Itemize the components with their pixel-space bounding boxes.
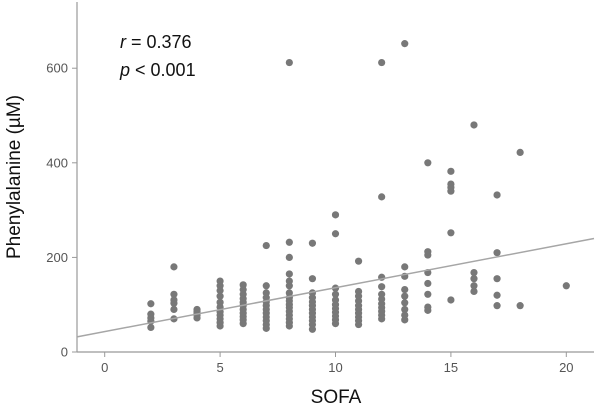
data-point — [401, 311, 409, 319]
data-point — [424, 159, 432, 167]
data-point — [470, 121, 478, 129]
data-point — [354, 257, 363, 265]
data-point — [262, 282, 270, 290]
data-point — [285, 238, 293, 246]
data-point — [285, 277, 293, 285]
data-point — [401, 292, 409, 300]
data-point — [424, 290, 432, 298]
data-point — [262, 289, 270, 297]
r-annotation: r = 0.376 — [120, 32, 192, 52]
data-point — [193, 305, 201, 314]
regression-line — [76, 237, 595, 338]
r-symbol: r — [120, 32, 127, 52]
data-point — [493, 275, 501, 283]
data-point — [147, 323, 155, 332]
data-point — [308, 275, 317, 283]
data-point — [262, 241, 270, 250]
data-point — [216, 292, 224, 300]
data-point — [424, 248, 432, 256]
y-axis-title: Phenylalanine (µM) — [4, 95, 25, 259]
data-point — [401, 263, 409, 271]
data-points — [147, 40, 570, 333]
data-point — [493, 249, 501, 257]
data-point — [470, 268, 478, 277]
x-axis-title: SOFA — [311, 387, 362, 408]
data-point — [147, 310, 155, 318]
y-tick-label: 200 — [46, 250, 68, 265]
data-point — [401, 305, 409, 314]
y-tick-label: 0 — [61, 345, 68, 360]
data-point — [239, 281, 247, 289]
data-point — [331, 211, 340, 219]
data-point — [378, 283, 386, 291]
data-point — [378, 58, 386, 67]
data-point — [331, 230, 340, 238]
data-point — [401, 299, 409, 307]
data-point — [447, 167, 455, 175]
data-point — [354, 287, 363, 296]
data-point — [470, 282, 478, 290]
data-point — [170, 296, 178, 304]
x-tick-label: 20 — [559, 360, 573, 375]
data-point — [378, 193, 386, 201]
data-point — [493, 191, 501, 199]
data-point — [308, 239, 317, 247]
data-point — [378, 290, 386, 298]
data-point — [170, 290, 178, 298]
data-point — [493, 302, 501, 310]
data-point — [285, 253, 293, 262]
data-point — [516, 302, 524, 310]
data-point — [424, 303, 432, 311]
data-point — [447, 180, 455, 188]
data-point — [447, 296, 455, 304]
data-point — [516, 148, 524, 157]
p-annotation: p < 0.001 — [119, 60, 196, 80]
r-value: = 0.376 — [126, 32, 192, 52]
data-point — [147, 300, 155, 308]
data-point — [331, 290, 340, 298]
data-point — [493, 291, 501, 299]
data-point — [401, 40, 409, 48]
data-point — [401, 285, 409, 294]
data-point — [285, 58, 293, 67]
x-tick-label: 15 — [444, 360, 458, 375]
data-point — [331, 296, 340, 304]
data-point — [285, 270, 293, 278]
data-point — [470, 287, 478, 296]
data-point — [170, 263, 178, 271]
data-point — [170, 305, 178, 314]
data-point — [470, 275, 478, 283]
x-tick-label: 0 — [101, 360, 108, 375]
data-point — [447, 229, 455, 237]
fit-line-group — [76, 237, 595, 338]
y-tick-label: 600 — [46, 61, 68, 76]
data-point — [562, 282, 570, 290]
data-point — [424, 279, 432, 288]
data-point — [216, 277, 224, 285]
y-tick-label: 400 — [46, 155, 68, 170]
data-point — [216, 298, 224, 306]
p-value: < 0.001 — [130, 60, 196, 80]
x-tick-label: 5 — [216, 360, 223, 375]
p-symbol: p — [119, 60, 130, 80]
x-tick-label: 10 — [328, 360, 342, 375]
data-point — [285, 289, 293, 297]
